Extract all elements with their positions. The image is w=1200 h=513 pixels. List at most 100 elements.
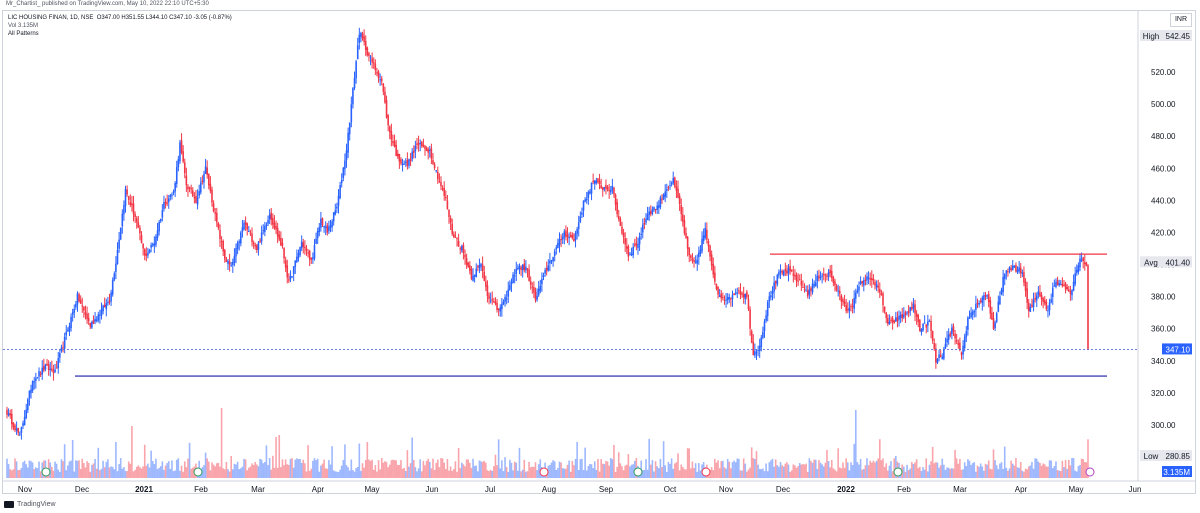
candle-body	[826, 275, 828, 277]
volume-bar	[299, 459, 301, 478]
pattern-marker[interactable]	[193, 467, 203, 477]
y-tick-label: 500.00	[1151, 100, 1176, 109]
pattern-marker[interactable]	[1085, 467, 1095, 477]
candle-body	[6, 409, 8, 415]
candle-body	[288, 279, 290, 281]
volume-bar	[428, 461, 431, 478]
candle-body	[706, 229, 708, 240]
candle-body	[755, 352, 758, 354]
candle-body	[414, 145, 417, 152]
pattern-marker[interactable]	[41, 467, 51, 477]
candle-body	[97, 314, 100, 321]
candle-body	[297, 253, 300, 259]
candle-body	[428, 149, 431, 151]
candle-body	[529, 281, 532, 285]
candle-body	[656, 205, 659, 210]
volume-bar	[91, 464, 93, 478]
volume-bar	[768, 462, 771, 478]
candle-body	[963, 336, 966, 349]
volume-bar	[446, 459, 449, 478]
candle-body	[469, 265, 471, 271]
volume-bar	[883, 466, 886, 478]
candle-body	[682, 214, 684, 222]
candle-body	[936, 358, 939, 363]
volume-bar	[432, 458, 434, 478]
volume-bar	[1010, 460, 1012, 478]
candle-body	[180, 140, 183, 153]
candle-body	[927, 321, 929, 326]
volume-bar	[766, 471, 769, 478]
volume-bar	[912, 463, 915, 478]
volume-bar	[814, 459, 817, 478]
price-label: 542.45	[1166, 32, 1191, 41]
candle-body	[569, 235, 572, 237]
candle-body	[931, 331, 934, 341]
candle-body	[774, 280, 777, 283]
volume-bar	[877, 458, 880, 478]
volume-bar	[949, 468, 952, 478]
candle-body	[714, 272, 716, 282]
volume-bar	[400, 460, 402, 478]
candle-body	[694, 261, 697, 263]
volume-bar	[744, 463, 747, 478]
volume-bar	[927, 471, 929, 478]
candle-body	[643, 222, 646, 225]
volume-bar	[730, 468, 732, 478]
volume-bar	[1050, 460, 1052, 478]
candle-body	[805, 290, 807, 292]
candle-body	[818, 275, 820, 279]
candle-body	[433, 164, 436, 168]
volume-bar	[505, 467, 508, 478]
candle-body	[883, 306, 886, 312]
volume-bar	[233, 463, 236, 478]
volume-bar	[206, 458, 208, 478]
candle-body	[517, 267, 519, 269]
candle-body	[1050, 299, 1052, 303]
pattern-marker[interactable]	[539, 467, 549, 477]
candle-body	[625, 246, 628, 249]
candle-body	[316, 231, 319, 239]
volume-bar	[76, 460, 79, 478]
volume-bar	[78, 460, 80, 478]
pattern-marker[interactable]	[701, 467, 711, 477]
volume-bar	[803, 464, 806, 478]
volume-bar	[235, 464, 237, 478]
pattern-marker[interactable]	[893, 467, 903, 477]
candle-body	[624, 238, 626, 245]
candle-body	[661, 198, 663, 201]
candle-body	[47, 364, 50, 371]
volume-bar	[75, 460, 77, 478]
candle-body	[337, 195, 340, 206]
volume-bar	[296, 458, 298, 478]
candle-body	[332, 212, 335, 222]
candle-body	[899, 314, 902, 318]
candle-body	[813, 284, 815, 286]
volume-bar	[999, 463, 1001, 478]
volume-bar	[891, 471, 894, 478]
candle-body	[672, 177, 675, 184]
x-tick-label: May	[364, 485, 379, 494]
volume-bar	[632, 464, 634, 478]
candle-body	[23, 417, 26, 426]
volume-bar	[435, 462, 437, 478]
candle-body	[1085, 262, 1088, 266]
candle-body	[473, 274, 476, 277]
volume-bar	[762, 468, 764, 478]
volume-bar	[469, 462, 471, 478]
volume-bar	[568, 460, 570, 478]
candle-body	[126, 189, 128, 195]
candle-body	[457, 240, 460, 246]
candle-body	[156, 230, 159, 238]
candle-body	[1045, 301, 1048, 310]
pattern-marker[interactable]	[633, 467, 643, 477]
candle-body	[935, 348, 937, 363]
candle-body	[605, 185, 607, 189]
volume-bar	[678, 470, 681, 478]
candle-body	[1027, 302, 1030, 311]
volume-bar	[103, 467, 106, 478]
candle-body	[118, 239, 120, 249]
candle-body	[224, 249, 226, 260]
currency-label[interactable]: INR	[1170, 13, 1192, 27]
candle-body	[470, 268, 473, 279]
